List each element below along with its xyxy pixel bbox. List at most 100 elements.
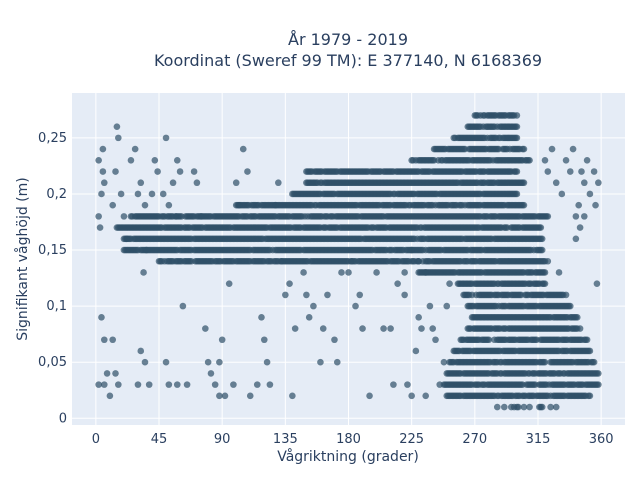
data-point [173, 156, 181, 164]
data-point [555, 269, 563, 276]
data-point [190, 168, 198, 175]
data-point [272, 201, 279, 209]
data-point [137, 347, 145, 355]
data-point [162, 358, 170, 366]
data-point [429, 325, 437, 332]
y-tick-label: 0,05 [38, 355, 67, 370]
data-point [432, 336, 439, 344]
data-point [558, 190, 566, 198]
data-point [137, 179, 145, 187]
x-tick-label: 315 [526, 432, 551, 447]
data-point [244, 168, 251, 175]
data-point [263, 358, 271, 366]
data-point [586, 347, 594, 355]
data-point [151, 156, 159, 164]
data-point [348, 257, 355, 265]
data-point [218, 336, 226, 344]
data-point [216, 358, 223, 366]
data-point [176, 168, 184, 175]
data-point [165, 201, 173, 209]
data-point [173, 381, 181, 388]
data-point [141, 358, 149, 366]
data-point [513, 123, 521, 130]
data-point [436, 381, 444, 388]
data-point [117, 190, 125, 198]
chart-title-line-1: År 1979 - 2019 [288, 30, 408, 49]
data-point [145, 381, 153, 388]
data-point [566, 168, 574, 175]
data-point [578, 168, 585, 175]
data-point [541, 156, 549, 164]
data-point [373, 269, 380, 276]
data-point [109, 336, 117, 344]
data-point [443, 302, 451, 310]
x-tick-label: 360 [589, 432, 614, 447]
data-point [260, 336, 268, 344]
data-point [404, 381, 411, 388]
data-point [544, 168, 552, 175]
x-tick-labels: 0 45 90 135 180 225 270 315 360 [92, 432, 614, 447]
data-point [513, 168, 521, 175]
data-point [253, 381, 261, 388]
data-point [562, 156, 570, 164]
data-point [366, 392, 373, 400]
data-point [266, 381, 274, 388]
data-point [109, 201, 117, 209]
data-point [380, 325, 387, 332]
data-point [541, 280, 549, 287]
data-point [573, 314, 581, 321]
x-tick-label: 135 [273, 432, 298, 447]
y-axis-title: Signifikant våghöjd (m) [14, 177, 31, 340]
data-point [197, 213, 205, 220]
data-point [513, 134, 521, 142]
data-points [95, 112, 602, 411]
y-tick-label: 0,25 [38, 131, 67, 146]
data-point [230, 381, 237, 388]
data-point [552, 179, 560, 187]
data-point [275, 179, 282, 187]
data-point [583, 156, 591, 164]
x-tick-label: 180 [336, 432, 361, 447]
data-point [120, 213, 128, 220]
data-point [140, 269, 147, 276]
data-point [277, 257, 285, 265]
data-point [221, 392, 229, 400]
data-point [296, 257, 303, 265]
data-point [162, 134, 170, 142]
data-point [331, 336, 338, 344]
data-point [394, 280, 401, 287]
data-point [96, 224, 104, 231]
data-point [291, 325, 299, 332]
data-point [544, 213, 552, 220]
data-point [345, 269, 352, 276]
data-point [387, 325, 394, 332]
data-point [106, 392, 114, 400]
y-tick-label: 0,15 [38, 243, 67, 258]
data-point [538, 403, 546, 411]
data-point [586, 392, 594, 400]
data-point [98, 190, 105, 198]
data-point [538, 246, 546, 254]
data-point [100, 381, 108, 388]
data-point [193, 179, 201, 187]
data-point [408, 246, 415, 254]
x-tick-label: 90 [214, 432, 231, 447]
data-point [590, 168, 598, 175]
data-point [390, 381, 397, 388]
data-point [131, 145, 139, 153]
data-point [569, 145, 577, 153]
data-point [216, 392, 223, 400]
data-point [493, 403, 501, 411]
data-point [352, 302, 359, 310]
data-point [586, 190, 594, 198]
data-point [552, 403, 560, 411]
data-point [154, 168, 161, 175]
data-point [258, 314, 265, 321]
x-tick-label: 0 [92, 432, 100, 447]
data-point [99, 145, 107, 153]
data-point [422, 392, 429, 400]
data-point [127, 156, 135, 164]
data-point [99, 168, 107, 175]
data-point [202, 325, 209, 332]
